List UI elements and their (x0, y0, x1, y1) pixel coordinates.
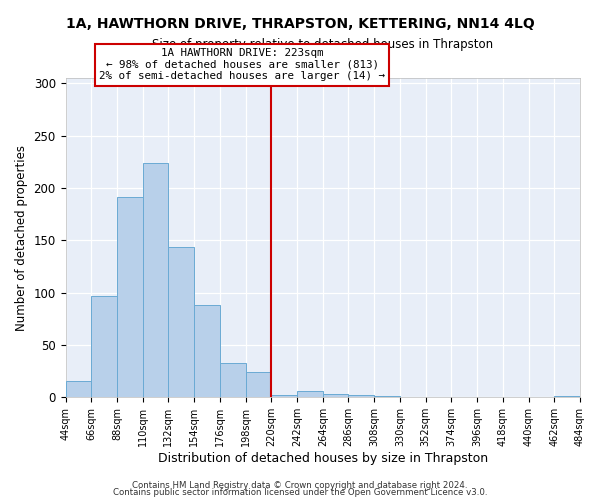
Text: 1A HAWTHORN DRIVE: 223sqm
← 98% of detached houses are smaller (813)
2% of semi-: 1A HAWTHORN DRIVE: 223sqm ← 98% of detac… (99, 48, 385, 81)
Bar (349, 396, 374, 398)
Bar (554, 396, 580, 398)
Bar (245, 372, 271, 398)
Bar (169, 246, 194, 398)
Bar (117, 198, 143, 398)
Bar (297, 391, 323, 398)
Bar (271, 396, 297, 398)
Bar (91, 296, 117, 398)
Bar (323, 394, 349, 398)
Bar (220, 363, 245, 398)
Text: 1A, HAWTHORN DRIVE, THRAPSTON, KETTERING, NN14 4LQ: 1A, HAWTHORN DRIVE, THRAPSTON, KETTERING… (65, 18, 535, 32)
Title: Size of property relative to detached houses in Thrapston: Size of property relative to detached ho… (152, 38, 493, 51)
X-axis label: Distribution of detached houses by size in Thrapston: Distribution of detached houses by size … (158, 452, 488, 465)
Y-axis label: Number of detached properties: Number of detached properties (15, 144, 28, 330)
Bar (194, 305, 220, 398)
Bar (65, 380, 91, 398)
Text: Contains HM Land Registry data © Crown copyright and database right 2024.: Contains HM Land Registry data © Crown c… (132, 480, 468, 490)
Text: Contains public sector information licensed under the Open Government Licence v3: Contains public sector information licen… (113, 488, 487, 497)
Bar (143, 163, 169, 398)
Bar (374, 396, 400, 398)
